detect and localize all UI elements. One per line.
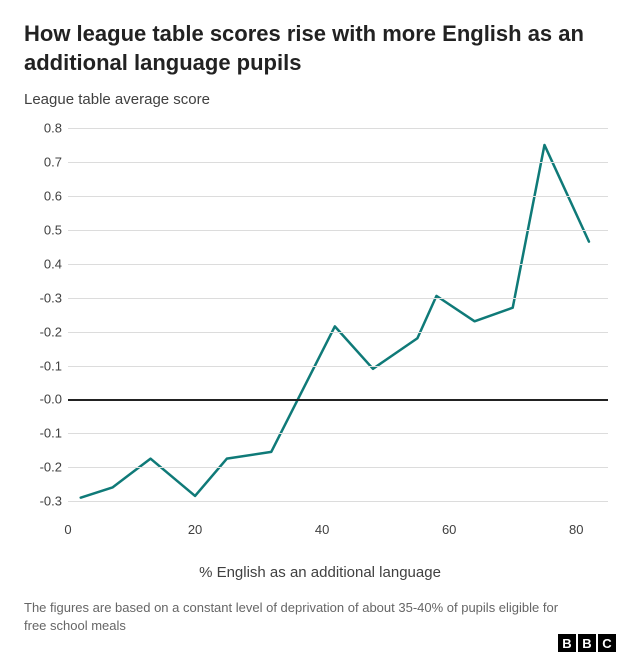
x-tick-label: 0 [64, 522, 71, 537]
gridline [68, 162, 608, 163]
y-tick-label: 0.7 [22, 155, 62, 170]
y-tick-label: -0.0 [22, 392, 62, 407]
x-tick-label: 20 [188, 522, 202, 537]
gridline [68, 196, 608, 197]
gridline [68, 433, 608, 434]
gridline [68, 501, 608, 502]
gridline [68, 230, 608, 231]
chart-footnote: The figures are based on a constant leve… [24, 599, 584, 635]
y-tick-label: 0.5 [22, 222, 62, 237]
gridline [68, 366, 608, 367]
chart-container: -0.3 -0.2 -0.1 -0.0 -0.1 -0.2 -0.3 0.4 0.5 0.6 0.7… [24, 118, 614, 558]
y-tick-label: 0.8 [22, 121, 62, 136]
chart-subtitle: League table average score [24, 91, 616, 108]
x-tick-label: 60 [442, 522, 456, 537]
bbc-logo: B B C [558, 634, 616, 652]
chart-title: How league table scores rise with more E… [24, 20, 616, 77]
bbc-logo-block: B [578, 634, 596, 652]
gridline [68, 467, 608, 468]
y-tick-label: 0.4 [22, 256, 62, 271]
gridline [68, 332, 608, 333]
y-tick-label: -0.2 [22, 460, 62, 475]
y-tick-label: 0.6 [22, 189, 62, 204]
zero-line [68, 399, 608, 401]
gridline [68, 264, 608, 265]
plot-area [68, 128, 608, 518]
x-axis-title: % English as an additional language [24, 564, 616, 581]
bbc-logo-block: B [558, 634, 576, 652]
gridline [68, 128, 608, 129]
gridline [68, 298, 608, 299]
bbc-logo-block: C [598, 634, 616, 652]
y-tick-label: -0.2 [22, 324, 62, 339]
y-tick-label: -0.1 [22, 426, 62, 441]
chart-line-svg [68, 128, 608, 518]
x-tick-label: 40 [315, 522, 329, 537]
y-tick-label: -0.3 [22, 290, 62, 305]
y-tick-label: -0.1 [22, 358, 62, 373]
x-tick-label: 80 [569, 522, 583, 537]
y-tick-label: -0.3 [22, 494, 62, 509]
